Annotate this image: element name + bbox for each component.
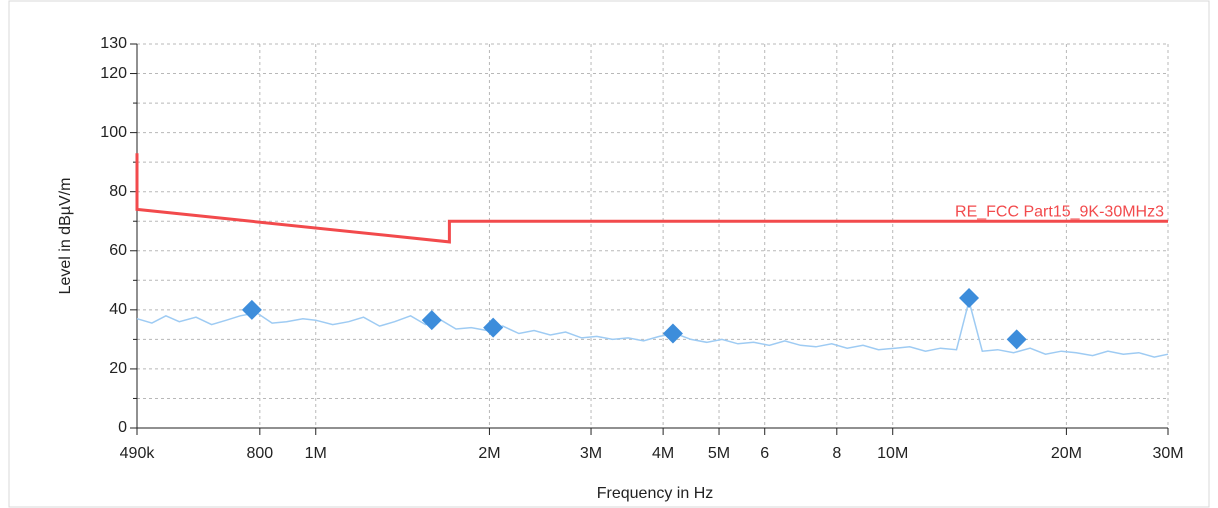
x-tick-label: 8 [832, 445, 841, 462]
y-axis-label: Level in dBµV/m [57, 178, 74, 295]
frame [8, 0, 1210, 508]
y-tick-label: 120 [100, 65, 127, 82]
series-line [135, 153, 1168, 244]
x-axis-label: Frequency in Hz [597, 485, 714, 502]
y-tick-label: 20 [109, 360, 127, 377]
x-tick-label: 6 [760, 445, 769, 462]
x-tick-label: 490k [120, 445, 156, 462]
marker [1006, 329, 1027, 350]
x-tick-label: 4M [652, 445, 674, 462]
y-tick-label: 100 [100, 124, 127, 141]
y-tick-label: 130 [100, 35, 127, 52]
x-tick-label: 800 [246, 445, 273, 462]
x-tick-label: 5M [708, 445, 730, 462]
marker [959, 288, 980, 309]
y-tick-label: 60 [109, 242, 127, 259]
x-tick-label: 2M [478, 445, 500, 462]
y-tick-label: 80 [109, 183, 127, 200]
marker [421, 310, 442, 331]
series-line [136, 298, 1169, 358]
limit-label: RE_FCC Part15_9K-30MHz3 [955, 203, 1164, 220]
x-tick-label: 10M [877, 445, 908, 462]
marker [241, 299, 262, 320]
marker [662, 323, 683, 344]
marker [483, 317, 504, 338]
y-tick-label: 0 [118, 419, 127, 436]
x-tick-label: 3M [580, 445, 602, 462]
x-tick-label: 1M [305, 445, 327, 462]
y-tick-label: 40 [109, 301, 127, 318]
x-tick-label: 20M [1051, 445, 1082, 462]
x-tick-label: 30M [1152, 445, 1183, 462]
